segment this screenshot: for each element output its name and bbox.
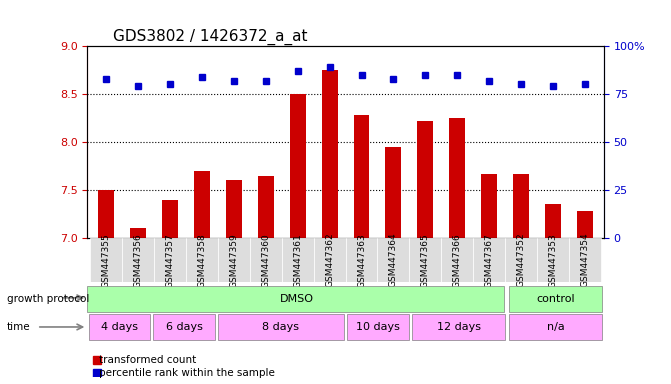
- Text: control: control: [536, 293, 575, 304]
- FancyBboxPatch shape: [218, 238, 250, 282]
- Text: n/a: n/a: [547, 322, 564, 333]
- Bar: [449, 118, 465, 238]
- Text: 12 days: 12 days: [437, 322, 480, 333]
- Text: GSM447357: GSM447357: [166, 233, 174, 288]
- Text: GSM447355: GSM447355: [102, 233, 111, 288]
- FancyBboxPatch shape: [154, 238, 186, 282]
- Text: GDS3802 / 1426372_a_at: GDS3802 / 1426372_a_at: [113, 28, 307, 45]
- Text: GSM447365: GSM447365: [421, 233, 430, 288]
- Text: 4 days: 4 days: [101, 322, 138, 333]
- Bar: [385, 147, 401, 238]
- Bar: [481, 174, 497, 238]
- Bar: [417, 121, 433, 238]
- FancyBboxPatch shape: [569, 238, 601, 282]
- FancyBboxPatch shape: [186, 238, 218, 282]
- FancyBboxPatch shape: [509, 314, 603, 340]
- Text: time: time: [7, 322, 30, 332]
- FancyBboxPatch shape: [442, 238, 473, 282]
- Bar: [130, 228, 146, 238]
- FancyBboxPatch shape: [346, 238, 378, 282]
- Bar: [290, 94, 306, 238]
- Text: GSM447363: GSM447363: [357, 233, 366, 288]
- FancyBboxPatch shape: [378, 238, 409, 282]
- FancyBboxPatch shape: [218, 314, 344, 340]
- Text: GSM447366: GSM447366: [453, 233, 462, 288]
- FancyBboxPatch shape: [122, 238, 154, 282]
- FancyBboxPatch shape: [313, 238, 346, 282]
- FancyBboxPatch shape: [409, 238, 442, 282]
- Text: GSM447361: GSM447361: [293, 233, 302, 288]
- FancyBboxPatch shape: [91, 238, 122, 282]
- FancyBboxPatch shape: [154, 314, 215, 340]
- Text: GSM447356: GSM447356: [134, 233, 143, 288]
- Text: GSM447352: GSM447352: [517, 233, 525, 288]
- Text: percentile rank within the sample: percentile rank within the sample: [99, 368, 275, 378]
- Bar: [194, 171, 210, 238]
- Bar: [226, 180, 242, 238]
- Bar: [545, 204, 561, 238]
- Text: GSM447362: GSM447362: [325, 233, 334, 288]
- Bar: [321, 70, 338, 238]
- Text: GSM447360: GSM447360: [261, 233, 270, 288]
- FancyBboxPatch shape: [87, 286, 504, 311]
- Text: GSM447364: GSM447364: [389, 233, 398, 288]
- Text: GSM447358: GSM447358: [197, 233, 207, 288]
- Text: GSM447367: GSM447367: [484, 233, 494, 288]
- FancyBboxPatch shape: [412, 314, 505, 340]
- Bar: [513, 174, 529, 238]
- Text: GSM447359: GSM447359: [229, 233, 238, 288]
- Bar: [258, 175, 274, 238]
- Text: 10 days: 10 days: [356, 322, 400, 333]
- Text: growth protocol: growth protocol: [7, 294, 89, 304]
- FancyBboxPatch shape: [250, 238, 282, 282]
- FancyBboxPatch shape: [505, 238, 537, 282]
- FancyBboxPatch shape: [537, 238, 569, 282]
- Text: transformed count: transformed count: [99, 355, 197, 365]
- Bar: [162, 200, 178, 238]
- Bar: [577, 211, 592, 238]
- FancyBboxPatch shape: [347, 314, 409, 340]
- Text: GSM447353: GSM447353: [548, 233, 558, 288]
- Bar: [354, 115, 370, 238]
- Bar: [99, 190, 114, 238]
- Text: 6 days: 6 days: [166, 322, 203, 333]
- FancyBboxPatch shape: [509, 286, 603, 311]
- Text: GSM447354: GSM447354: [580, 233, 589, 288]
- FancyBboxPatch shape: [89, 314, 150, 340]
- Text: DMSO: DMSO: [280, 293, 314, 304]
- FancyBboxPatch shape: [473, 238, 505, 282]
- FancyBboxPatch shape: [282, 238, 313, 282]
- Text: 8 days: 8 days: [262, 322, 299, 333]
